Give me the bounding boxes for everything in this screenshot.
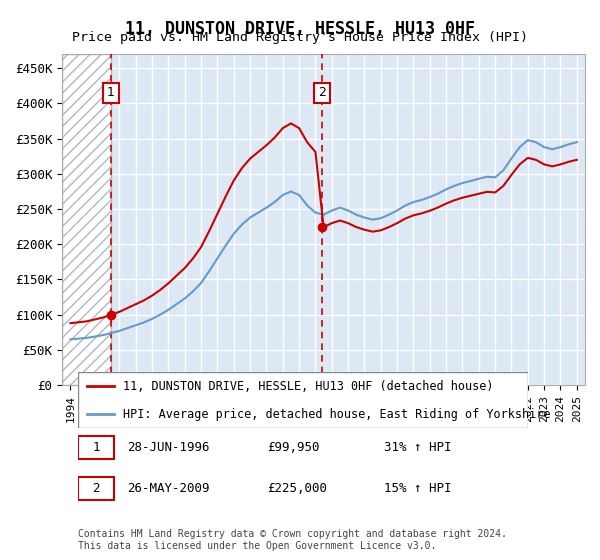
Text: 2: 2 <box>318 86 326 100</box>
Text: 31% ↑ HPI: 31% ↑ HPI <box>384 441 452 454</box>
Text: 11, DUNSTON DRIVE, HESSLE, HU13 0HF: 11, DUNSTON DRIVE, HESSLE, HU13 0HF <box>125 20 475 38</box>
FancyBboxPatch shape <box>78 436 114 459</box>
Text: 26-MAY-2009: 26-MAY-2009 <box>128 482 210 495</box>
Text: 1: 1 <box>92 441 100 454</box>
Text: 15% ↑ HPI: 15% ↑ HPI <box>384 482 452 495</box>
FancyBboxPatch shape <box>78 477 114 501</box>
FancyBboxPatch shape <box>78 372 528 428</box>
Text: HPI: Average price, detached house, East Riding of Yorkshire: HPI: Average price, detached house, East… <box>123 408 551 421</box>
Bar <box>62 54 111 385</box>
Text: Contains HM Land Registry data © Crown copyright and database right 2024.
This d: Contains HM Land Registry data © Crown c… <box>78 529 507 551</box>
Text: 1: 1 <box>107 86 115 100</box>
Text: Price paid vs. HM Land Registry's House Price Index (HPI): Price paid vs. HM Land Registry's House … <box>72 31 528 44</box>
Text: 2: 2 <box>92 482 100 495</box>
Text: £225,000: £225,000 <box>267 482 327 495</box>
Text: 11, DUNSTON DRIVE, HESSLE, HU13 0HF (detached house): 11, DUNSTON DRIVE, HESSLE, HU13 0HF (det… <box>123 380 493 393</box>
Text: £99,950: £99,950 <box>267 441 320 454</box>
Text: 28-JUN-1996: 28-JUN-1996 <box>128 441 210 454</box>
